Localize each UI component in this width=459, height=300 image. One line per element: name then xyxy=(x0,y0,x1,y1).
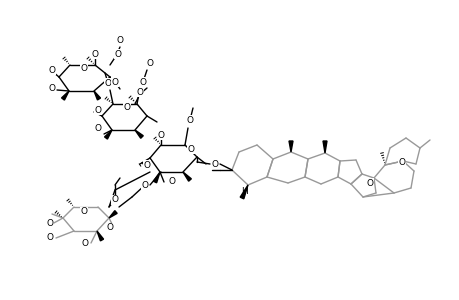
Text: O: O xyxy=(46,232,53,242)
Text: O: O xyxy=(91,50,98,58)
Text: O: O xyxy=(80,64,87,73)
Text: O: O xyxy=(48,65,56,74)
Text: O: O xyxy=(48,83,56,92)
Text: H: H xyxy=(241,188,248,196)
Text: O: O xyxy=(186,116,193,124)
Text: O: O xyxy=(136,88,143,97)
Text: O: O xyxy=(111,196,118,205)
Polygon shape xyxy=(104,130,112,139)
Text: O: O xyxy=(114,50,121,58)
Text: O: O xyxy=(157,130,164,140)
Text: O: O xyxy=(139,77,146,86)
Text: O: O xyxy=(106,224,113,232)
Text: O: O xyxy=(211,160,218,169)
Text: O: O xyxy=(187,145,194,154)
Text: O: O xyxy=(80,208,87,217)
Text: O: O xyxy=(81,239,88,248)
Text: O: O xyxy=(94,124,101,133)
Text: O: O xyxy=(143,160,150,169)
Text: O: O xyxy=(46,220,53,229)
Text: O: O xyxy=(141,181,148,190)
Text: O: O xyxy=(397,158,405,166)
Text: O: O xyxy=(116,35,123,44)
Polygon shape xyxy=(134,130,143,138)
Text: O: O xyxy=(111,77,118,86)
Polygon shape xyxy=(97,231,103,241)
Polygon shape xyxy=(240,185,247,199)
Text: O: O xyxy=(168,178,175,187)
Polygon shape xyxy=(62,91,69,100)
Polygon shape xyxy=(183,172,191,181)
Polygon shape xyxy=(94,91,101,100)
Text: O: O xyxy=(94,106,101,115)
Text: O: O xyxy=(123,103,130,112)
Text: O: O xyxy=(366,178,373,188)
Polygon shape xyxy=(288,141,292,152)
Text: O: O xyxy=(146,58,153,68)
Text: O: O xyxy=(104,79,111,88)
Polygon shape xyxy=(109,211,117,218)
Polygon shape xyxy=(153,172,160,183)
Polygon shape xyxy=(322,141,326,153)
